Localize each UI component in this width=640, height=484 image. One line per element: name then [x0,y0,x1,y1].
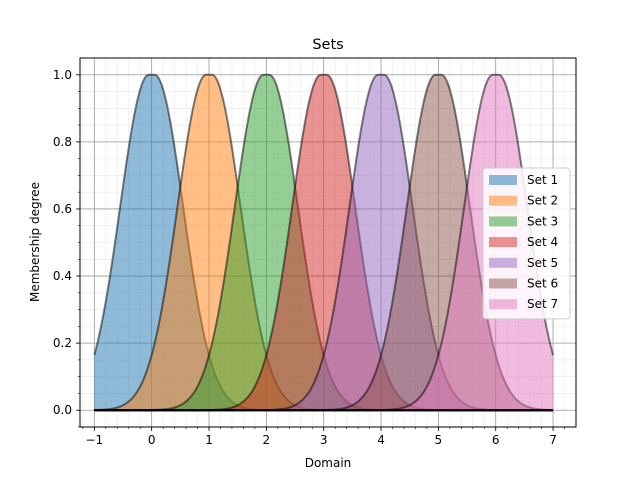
y-tick-label: 0.6 [53,202,72,216]
x-tick-label: 5 [435,433,443,447]
series-area-2 [94,74,554,411]
x-axis-label: Domain [305,456,352,470]
x-tick-label: 3 [320,433,328,447]
legend-swatch [489,257,517,268]
y-axis-label: Membership degree [28,182,42,302]
x-tick-label: −1 [85,433,103,447]
ticks-layer: −1 0 1 2 3 4 5 6 7 0.0 0.2 0.4 0.6 0.8 1.0 [53,68,565,447]
y-tick-label: 0.2 [53,336,72,350]
x-tick-label: 2 [263,433,271,447]
y-tick-label: 0.4 [53,269,72,283]
legend-swatch [489,216,517,227]
legend-swatch [489,175,517,185]
legend-swatch [489,195,517,206]
series-layer [93,73,555,412]
legend-swatch [489,299,517,310]
legend-label: Set 3 [527,214,558,228]
series-area-6 [94,74,554,411]
y-tick-label: 1.0 [53,68,72,82]
legend-label: Set 5 [527,256,558,270]
chart-title: Sets [312,37,343,53]
legend-swatch [489,278,517,289]
x-tick-label: 7 [549,433,557,447]
series-area-7 [94,74,554,411]
legend-label: Set 2 [527,194,558,208]
y-tick-label: 0.0 [53,403,72,417]
legend-label: Set 6 [527,277,558,291]
y-tick-label: 0.8 [53,135,72,149]
x-tick-label: 4 [377,433,385,447]
x-tick-label: 6 [492,433,500,447]
x-tick-label: 1 [205,433,213,447]
legend-label: Set 4 [527,235,558,249]
legend-label: Set 7 [527,297,558,311]
legend: Set 1 Set 2 Set 3 Set 4 Set 5 Set 6 Set 7 [482,167,571,320]
legend-label: Set 1 [527,173,558,187]
series-area-4 [94,74,554,411]
x-tick-label: 0 [148,433,156,447]
legend-swatch [489,237,517,248]
